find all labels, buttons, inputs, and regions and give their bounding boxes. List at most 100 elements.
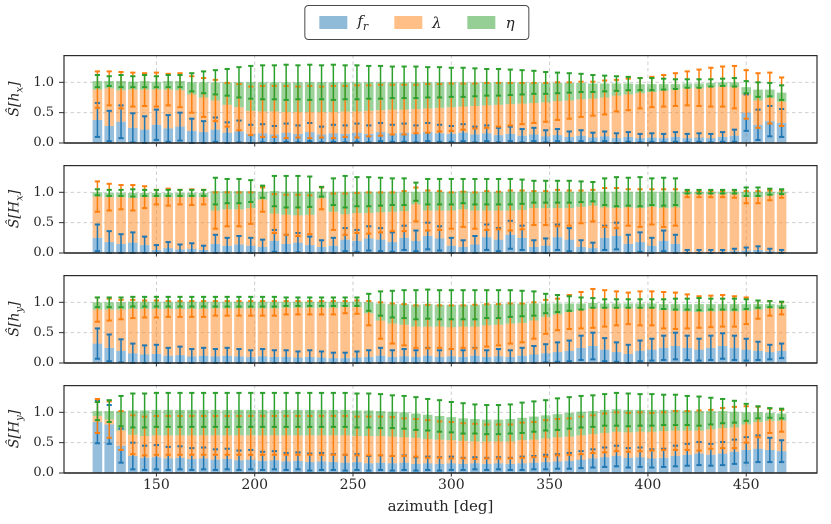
bar-segment	[304, 307, 315, 357]
bar-segment	[92, 196, 103, 238]
y-tick-label: 1.0	[33, 295, 54, 310]
bar-segment	[222, 209, 232, 246]
fr-color-swatch	[319, 16, 348, 29]
legend-label-fr: fr	[357, 12, 369, 33]
y-tick-label: 0.0	[33, 245, 54, 260]
bar-segment	[694, 312, 704, 350]
y-tick-label: 1.0	[33, 75, 54, 90]
bar-segment	[706, 194, 716, 252]
bar-segment	[647, 92, 657, 138]
bar-segment	[186, 197, 197, 249]
error-bars	[94, 174, 785, 254]
x-axis-ticks: 150 200 250 300 350 400 450	[0, 477, 831, 495]
y-tick-label: 0.5	[33, 325, 54, 340]
subplot-hy: Ŝ[hy] 1.0 0.5 0.0	[0, 275, 831, 370]
bar-segment	[588, 205, 598, 249]
bar-segment	[635, 308, 645, 351]
subplot-canvas-hy	[59, 275, 818, 367]
bar-segment	[245, 208, 256, 246]
legend-item-lambda: λ	[394, 14, 442, 32]
bar-segment	[116, 197, 126, 244]
bar-segment	[104, 197, 115, 243]
x-tick-label: 450	[732, 477, 760, 493]
x-tick-label: 300	[437, 477, 465, 493]
bar-segment	[139, 89, 150, 130]
subplot-Hy: Ŝ[Hy] 1.0 0.5 0.0	[0, 385, 831, 480]
bar-segment	[776, 420, 787, 452]
bar-segment	[729, 87, 740, 136]
bar-segment	[163, 308, 173, 356]
error-bars	[94, 63, 785, 144]
bar-segment	[128, 197, 138, 243]
legend-item-eta: η	[467, 14, 515, 32]
bar-segment	[670, 89, 681, 137]
y-axis-label-hy: Ŝ[hy]	[6, 301, 26, 337]
bar-segment	[540, 208, 551, 246]
bar-segment	[682, 88, 693, 139]
bar-segment	[222, 308, 232, 356]
bar-segment	[776, 308, 787, 351]
bar-segment	[116, 309, 126, 351]
bar-segment	[198, 197, 209, 250]
bar-segment	[765, 195, 775, 252]
bar-segment	[352, 307, 362, 358]
bar-segment	[104, 424, 115, 473]
bar-segment	[281, 307, 291, 357]
x-tick-label: 350	[536, 477, 563, 493]
bar-segment	[717, 86, 728, 137]
bar-segment	[611, 308, 622, 353]
bar-segment	[175, 197, 185, 250]
bar-segment	[269, 308, 280, 357]
y-tick-label: 0.0	[33, 465, 54, 480]
y-tick-label: 0.5	[33, 215, 54, 230]
subplot-canvas-Hx	[59, 165, 818, 257]
y-tick-label: 0.0	[33, 355, 54, 370]
y-tick-label: 1.0	[33, 405, 54, 420]
bar-segment	[293, 307, 303, 358]
bar-segment	[717, 194, 728, 252]
bar-segment	[175, 308, 185, 356]
bar-segment	[128, 308, 138, 354]
bar-segment	[588, 98, 598, 138]
eta-color-swatch	[467, 16, 496, 29]
bar-segment	[599, 308, 610, 350]
x-axis-label: azimuth [deg]	[387, 497, 494, 515]
bar-segment	[257, 308, 268, 357]
bar-segment	[729, 194, 740, 252]
bar-segment	[729, 311, 740, 348]
bar-segment	[139, 197, 150, 246]
bar-segment	[564, 312, 575, 351]
bar-segment	[647, 206, 657, 246]
bar-segment	[599, 97, 610, 137]
bar-segment	[316, 307, 327, 358]
y-tick-label: 0.5	[33, 435, 54, 450]
bar-segment	[458, 209, 468, 247]
bar-segment	[682, 194, 693, 252]
bar-segment	[623, 94, 634, 137]
bar-segment	[682, 311, 693, 348]
bar-segment	[363, 313, 374, 357]
subplot-canvas-hx	[59, 55, 818, 147]
y-axis-label-Hy: Ŝ[Hy]	[6, 409, 26, 449]
bar-segment	[128, 89, 138, 128]
bar-segment	[328, 307, 339, 359]
x-tick-label: 150	[143, 477, 170, 493]
bar-segment	[175, 90, 185, 127]
bar-segment	[753, 309, 763, 351]
bar-segment	[92, 309, 103, 344]
bar-segment	[647, 308, 657, 350]
bar-segment	[753, 197, 763, 250]
bar-segment	[741, 310, 752, 350]
error-bars	[94, 287, 785, 364]
x-tick-label: 250	[339, 477, 367, 493]
bar-segment	[623, 308, 634, 354]
x-tick-label: 200	[241, 477, 269, 493]
bar-segment	[340, 307, 350, 359]
bar-segment	[694, 87, 704, 138]
bar-segment	[245, 308, 256, 357]
bar-segment	[257, 199, 268, 247]
bar-segment	[104, 88, 115, 127]
bar-segment	[611, 95, 622, 139]
bar-segment	[706, 87, 716, 139]
